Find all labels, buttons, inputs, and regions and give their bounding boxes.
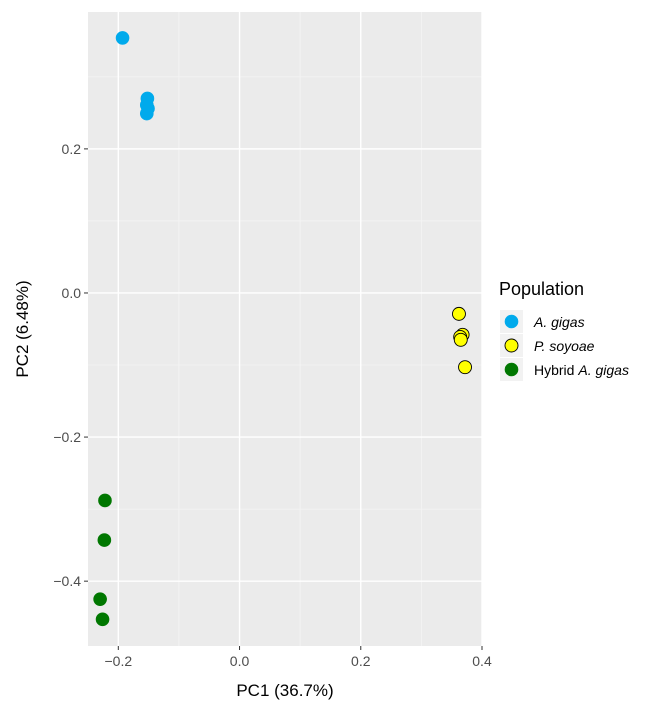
data-point-series-1	[458, 360, 472, 375]
legend-items: A. gigas P. soyoae Hybrid A. gigas	[500, 310, 629, 381]
data-point-series-0	[139, 106, 154, 121]
x-axis: −0.2 0.0 0.2 0.4	[104, 646, 492, 669]
y-tick-label: 0.0	[62, 285, 82, 301]
data-point-series-1	[452, 306, 466, 321]
data-point-series-2	[95, 612, 110, 627]
data-point-series-0	[115, 31, 130, 45]
legend-title: Population	[499, 279, 584, 299]
y-tick-label: −0.4	[53, 573, 81, 589]
x-tick-label: 0.0	[230, 653, 250, 669]
legend-key-marker	[504, 314, 519, 329]
y-axis: −0.4 −0.2 0.0 0.2	[53, 141, 88, 589]
y-tick-label: −0.2	[53, 429, 81, 445]
legend: Population A. gigas P. soyoae Hybrid A. gi…	[499, 279, 629, 381]
data-point-series-2	[97, 533, 112, 547]
x-tick-label: −0.2	[104, 653, 132, 669]
x-axis-title: PC1 (36.7%)	[236, 681, 333, 700]
legend-label-species: A. gigas	[533, 314, 585, 330]
legend-label-prefix: Hybrid	[534, 362, 578, 378]
data-points	[93, 31, 472, 627]
legend-label: Hybrid A. gigas	[534, 362, 629, 378]
x-tick-label: 0.4	[472, 653, 492, 669]
legend-label: P. soyoae	[534, 338, 595, 354]
y-tick-label: 0.2	[62, 141, 82, 157]
plot-panel	[88, 12, 482, 646]
legend-key-marker	[504, 362, 519, 377]
major-grid	[88, 12, 483, 646]
data-point-series-1	[453, 332, 468, 347]
data-point-series-2	[98, 493, 112, 508]
legend-key-marker	[504, 338, 519, 353]
legend-label-species: A. gigas	[577, 362, 629, 378]
x-tick-label: 0.2	[351, 653, 371, 669]
minor-grid	[88, 12, 482, 646]
legend-label-species: P. soyoae	[534, 338, 595, 354]
legend-label: A. gigas	[533, 314, 585, 330]
data-point-series-2	[93, 592, 107, 606]
y-axis-title: PC2 (6.48%)	[13, 280, 32, 377]
